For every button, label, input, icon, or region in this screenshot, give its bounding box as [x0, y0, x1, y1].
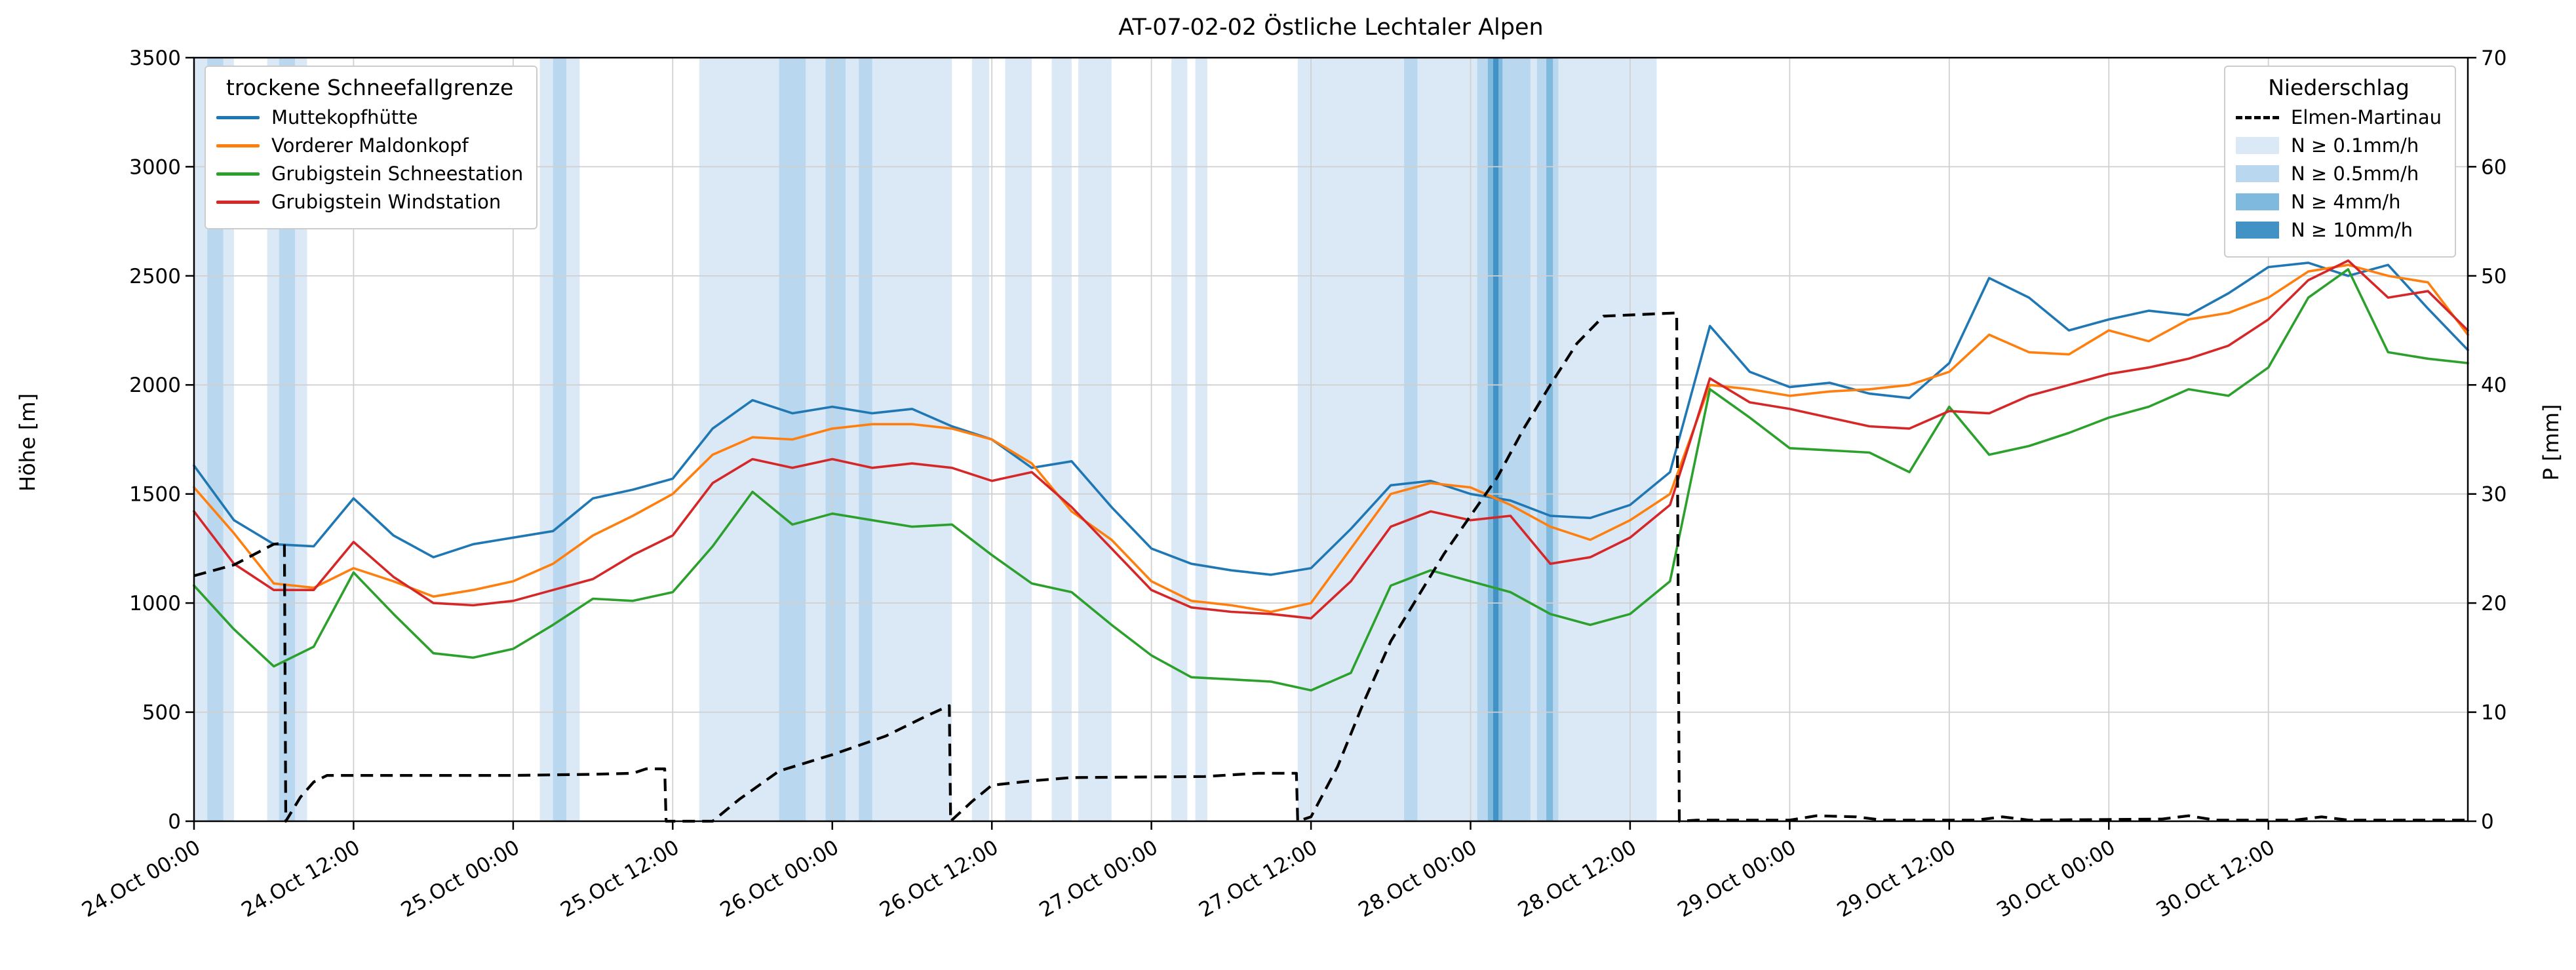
legend-snow: trockene Schneefallgrenze Muttekopfhütte…	[205, 66, 538, 229]
y-tick-label-left: 0	[168, 810, 181, 834]
y-tick-label-left: 3500	[129, 47, 181, 70]
precip-band	[1493, 58, 1499, 821]
series-line-swatch	[216, 172, 260, 176]
series-line-swatch	[216, 144, 260, 147]
legend-entry-series: Grubigstein Windstation	[216, 191, 523, 213]
legend-entry-label: N ≥ 10mm/h	[2291, 219, 2413, 241]
x-tick-label: 30.Oct 12:00	[2153, 836, 2279, 922]
y-tick-label-left: 1000	[129, 592, 181, 615]
x-tick-label: 27.Oct 12:00	[1195, 836, 1321, 922]
x-tick-label: 25.Oct 12:00	[556, 836, 683, 922]
gridlines	[194, 58, 2468, 821]
x-tick-label: 24.Oct 12:00	[237, 836, 364, 922]
precip-band	[1297, 58, 1657, 821]
legend-entry-precip-level: N ≥ 4mm/h	[2236, 191, 2442, 213]
series-line-0	[193, 262, 2469, 576]
legend-precip: Niederschlag Elmen-Martinau N ≥ 0.1mm/h N …	[2224, 66, 2456, 258]
legend-entry-precip-line: Elmen-Martinau	[2236, 106, 2442, 128]
legend-entry-label: Grubigstein Schneestation	[271, 163, 524, 185]
x-tick-label: 29.Oct 00:00	[1673, 836, 1800, 922]
y-axis-label-right: P [mm]	[2539, 404, 2564, 481]
legend-entry-precip-level: N ≥ 0.5mm/h	[2236, 163, 2442, 185]
band-color-swatch	[2236, 222, 2279, 239]
y-tick-label-left: 3000	[129, 155, 181, 179]
precip-band	[1051, 58, 1072, 821]
precip-band	[1078, 58, 1112, 821]
y-tick-label-left: 1500	[129, 483, 181, 507]
series-line-2	[193, 268, 2469, 692]
x-tick-label: 24.Oct 00:00	[78, 836, 205, 922]
chart-title: AT-07-02-02 Östliche Lechtaler Alpen	[1118, 14, 1544, 41]
y-tick-label-right: 70	[2481, 47, 2507, 70]
precip-band	[1195, 58, 1207, 821]
precip-band	[971, 58, 990, 821]
x-tick-label: 27.Oct 00:00	[1036, 836, 1162, 922]
precip-band	[553, 58, 566, 821]
legend-entry-series: Grubigstein Schneestation	[216, 163, 523, 185]
series-line-3	[193, 259, 2469, 620]
y-tick-label-right: 40	[2481, 374, 2507, 397]
legend-entry-label: Muttekopfhütte	[271, 106, 418, 128]
x-tick-label: 28.Oct 12:00	[1514, 836, 1641, 922]
series-line-1	[193, 263, 2469, 613]
legend-precip-entries: Elmen-Martinau N ≥ 0.1mm/h N ≥ 0.5mm/h N ≥ …	[2236, 106, 2442, 241]
legend-entry-precip-level: N ≥ 0.1mm/h	[2236, 134, 2442, 157]
legend-entry-label: N ≥ 0.5mm/h	[2291, 163, 2419, 185]
legend-entry-precip-level: N ≥ 10mm/h	[2236, 219, 2442, 241]
precip-band	[1005, 58, 1032, 821]
axis-ticks	[185, 56, 2476, 830]
series-line-swatch	[216, 200, 260, 204]
series-line-swatch	[216, 115, 260, 119]
precip-band	[1171, 58, 1188, 821]
x-tick-label: 25.Oct 00:00	[397, 836, 524, 922]
legend-snow-entries: Muttekopfhütte Vorderer Maldonkopf Grubigs…	[216, 106, 523, 213]
y-tick-label-left: 2000	[129, 374, 181, 397]
legend-entry-label: N ≥ 4mm/h	[2291, 191, 2401, 213]
band-color-swatch	[2236, 193, 2279, 210]
dashed-line-swatch	[2236, 115, 2279, 119]
precip-band	[1477, 58, 1531, 821]
x-tick-label: 26.Oct 12:00	[876, 836, 1002, 922]
precip-band	[825, 58, 846, 821]
y-tick-label-right: 50	[2481, 265, 2507, 288]
x-tick-label: 26.Oct 00:00	[716, 836, 843, 922]
legend-entry-label: Vorderer Maldonkopf	[271, 134, 469, 157]
band-color-swatch	[2236, 137, 2279, 154]
y-tick-label-right: 60	[2481, 155, 2507, 179]
x-tick-label: 30.Oct 00:00	[1993, 836, 2119, 922]
legend-entry-series: Vorderer Maldonkopf	[216, 134, 523, 157]
legend-entry-label: Grubigstein Windstation	[271, 191, 501, 213]
legend-precip-title: Niederschlag	[2268, 75, 2410, 100]
x-tick-label: 29.Oct 12:00	[1833, 836, 1960, 922]
y-tick-label-right: 0	[2481, 810, 2494, 834]
axes-frame	[193, 56, 2469, 823]
precip-band	[1546, 58, 1553, 821]
precip-line	[193, 311, 2468, 823]
y-tick-label-right: 20	[2481, 592, 2507, 615]
precip-band	[1404, 58, 1418, 821]
precip-band	[859, 58, 872, 821]
legend-entry-series: Muttekopfhütte	[216, 106, 523, 128]
legend-entry-label: Elmen-Martinau	[2291, 106, 2442, 128]
y-tick-label-right: 10	[2481, 701, 2507, 724]
x-tick-label: 28.Oct 00:00	[1354, 836, 1481, 922]
y-axis-label-left: Höhe [m]	[15, 393, 40, 492]
legend-entry-label: N ≥ 0.1mm/h	[2291, 134, 2419, 157]
y-tick-label-left: 500	[142, 701, 181, 724]
y-tick-label-right: 30	[2481, 483, 2507, 507]
y-tick-label-left: 2500	[129, 265, 181, 288]
band-color-swatch	[2236, 165, 2279, 182]
legend-snow-title: trockene Schneefallgrenze	[225, 75, 514, 100]
